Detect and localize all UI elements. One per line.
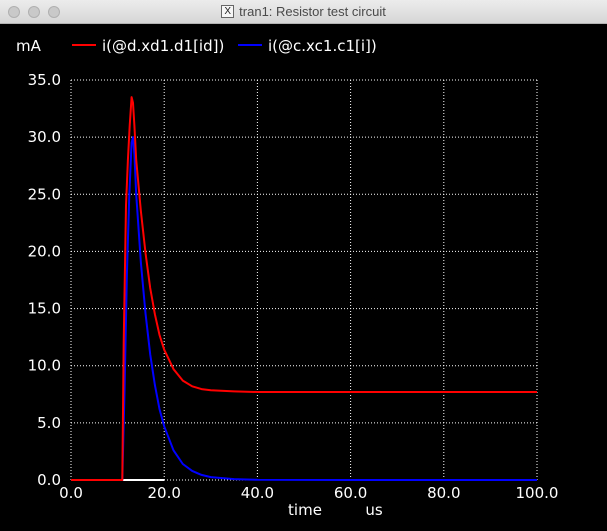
- zoom-window-button[interactable]: [48, 6, 60, 18]
- grid: [70, 79, 538, 481]
- x-tick-label: 100.0: [516, 484, 559, 502]
- tick-labels: 0.0 20.0 40.0 60.0 80.0 100.0 0.0 5.0 10.0 15.0 20…: [28, 71, 559, 502]
- window-title-group: X tran1: Resistor test circuit: [0, 0, 607, 23]
- y-tick-label: 10.0: [28, 357, 61, 375]
- x-tick-label: 80.0: [427, 484, 460, 502]
- y-tick-label: 5.0: [37, 414, 61, 432]
- y-tick-label: 25.0: [28, 185, 61, 203]
- y-tick-label: 15.0: [28, 300, 61, 318]
- x-axis-unit-label: us: [365, 501, 383, 519]
- y-tick-label: 30.0: [28, 128, 61, 146]
- x-axis-label: time: [288, 501, 322, 519]
- window-title: tran1: Resistor test circuit: [239, 4, 386, 19]
- series-line-0: [71, 96, 537, 481]
- legend-label-0: i(@d.xd1.d1[id]): [102, 37, 224, 55]
- y-tick-label: 35.0: [28, 71, 61, 89]
- legend: i(@d.xd1.d1[id]) i(@c.xc1.c1[i]): [72, 37, 377, 55]
- y-tick-label: 0.0: [37, 471, 61, 489]
- x-tick-label: 40.0: [241, 484, 274, 502]
- x-tick-label: 0.0: [59, 484, 83, 502]
- x-tick-label: 20.0: [147, 484, 180, 502]
- title-bar[interactable]: X tran1: Resistor test circuit: [0, 0, 607, 24]
- close-window-button[interactable]: [8, 6, 20, 18]
- legend-label-1: i(@c.xc1.c1[i]): [268, 37, 377, 55]
- series-line-1: [71, 136, 537, 481]
- y-tick-label: 20.0: [28, 242, 61, 260]
- y-axis-unit-label: mA: [16, 37, 42, 55]
- x11-icon: X: [221, 5, 235, 18]
- minimize-window-button[interactable]: [28, 6, 40, 18]
- x-tick-label: 60.0: [334, 484, 367, 502]
- series-lines: [71, 96, 537, 481]
